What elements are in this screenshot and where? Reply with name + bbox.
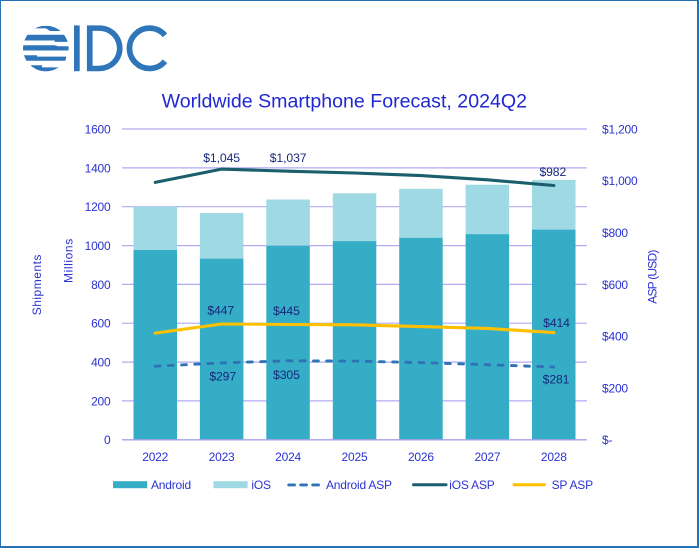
svg-text:$800: $800 [602, 226, 628, 240]
svg-text:1200: 1200 [85, 200, 111, 214]
svg-text:1600: 1600 [85, 122, 111, 136]
svg-text:SP ASP: SP ASP [552, 478, 593, 492]
svg-text:2027: 2027 [474, 450, 500, 464]
svg-text:iOS ASP: iOS ASP [449, 478, 494, 492]
svg-text:0: 0 [104, 433, 111, 447]
svg-text:Android: Android [151, 478, 191, 492]
svg-text:Worldwide Smartphone Forecast,: Worldwide Smartphone Forecast, 2024Q2 [162, 91, 527, 112]
svg-text:iOS: iOS [251, 478, 271, 492]
svg-text:600: 600 [91, 317, 111, 331]
svg-text:$600: $600 [602, 278, 628, 292]
svg-text:$1,037: $1,037 [270, 151, 307, 165]
svg-text:2026: 2026 [408, 450, 434, 464]
svg-text:Shipments: Shipments [30, 254, 44, 315]
svg-text:2023: 2023 [209, 450, 235, 464]
svg-text:$982: $982 [539, 165, 566, 179]
svg-text:$445: $445 [273, 304, 300, 318]
svg-text:2028: 2028 [541, 450, 567, 464]
svg-text:$1,200: $1,200 [602, 122, 638, 136]
svg-text:400: 400 [91, 356, 111, 370]
svg-text:Millions: Millions [62, 238, 76, 283]
svg-text:1000: 1000 [85, 239, 111, 253]
svg-text:$200: $200 [602, 381, 628, 395]
svg-text:2022: 2022 [142, 450, 168, 464]
svg-text:ASP (USD): ASP (USD) [646, 250, 660, 304]
svg-text:$1,000: $1,000 [602, 174, 638, 188]
svg-text:$400: $400 [602, 330, 628, 344]
svg-text:2025: 2025 [342, 450, 368, 464]
svg-text:$297: $297 [209, 369, 236, 383]
svg-text:$447: $447 [207, 303, 234, 317]
svg-text:$1,045: $1,045 [203, 151, 240, 165]
svg-text:2024: 2024 [275, 450, 301, 464]
svg-text:$414: $414 [543, 316, 570, 330]
svg-text:$-: $- [602, 433, 612, 447]
svg-text:$281: $281 [543, 372, 570, 386]
svg-text:$305: $305 [273, 368, 300, 382]
svg-text:800: 800 [91, 278, 111, 292]
svg-text:200: 200 [91, 394, 111, 408]
svg-text:Android ASP: Android ASP [326, 478, 392, 492]
svg-text:1400: 1400 [85, 161, 111, 175]
